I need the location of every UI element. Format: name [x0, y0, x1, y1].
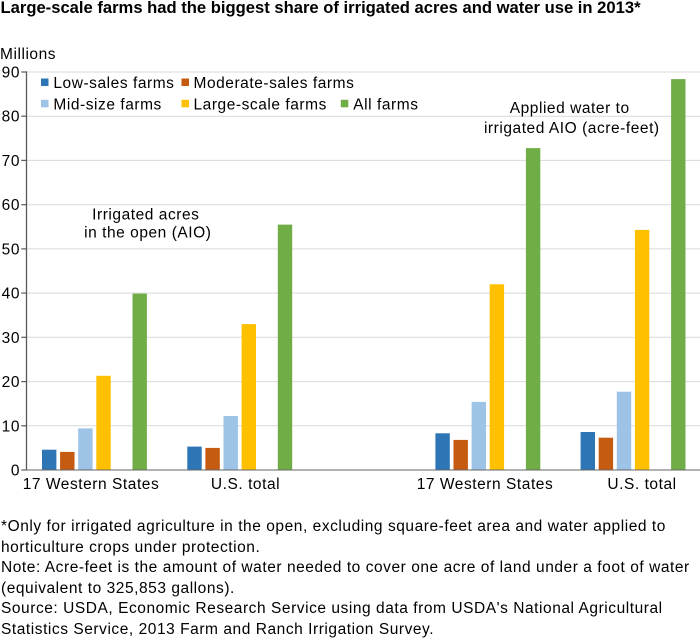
svg-text:Mid-size farms: Mid-size farms [53, 96, 161, 113]
svg-text:All farms: All farms [353, 96, 418, 113]
svg-text:30: 30 [2, 330, 20, 347]
svg-text:17 Western States: 17 Western States [23, 476, 160, 493]
svg-text:U.S. total: U.S. total [607, 476, 676, 493]
svg-text:90: 90 [2, 65, 20, 82]
svg-text:Moderate-sales farms: Moderate-sales farms [194, 75, 355, 92]
svg-text:Irrigated acres: Irrigated acres [92, 207, 199, 224]
svg-text:0: 0 [11, 463, 20, 480]
svg-text:U.S. total: U.S. total [211, 476, 280, 493]
svg-text:80: 80 [2, 109, 20, 126]
svg-text:Low-sales farms: Low-sales farms [53, 75, 174, 92]
svg-text:50: 50 [2, 241, 20, 258]
svg-text:Large-scale farms: Large-scale farms [194, 96, 327, 113]
svg-text:10: 10 [2, 418, 20, 435]
svg-text:in the open (AIO): in the open (AIO) [84, 225, 211, 242]
svg-text:60: 60 [2, 197, 20, 214]
svg-text:Applied water to: Applied water to [510, 100, 630, 117]
svg-text:70: 70 [2, 153, 20, 170]
svg-text:40: 40 [2, 286, 20, 303]
svg-text:irrigated AIO (acre-feet): irrigated AIO (acre-feet) [484, 120, 660, 137]
svg-text:20: 20 [2, 374, 20, 391]
svg-text:17 Western States: 17 Western States [417, 476, 554, 493]
